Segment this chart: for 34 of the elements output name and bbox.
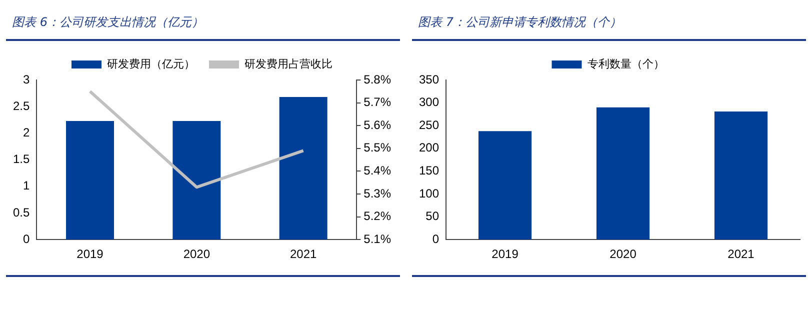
- y-tick-label: 350: [418, 72, 440, 86]
- chart-title: 图表 7：公司新申请专利数情况（个）: [412, 8, 806, 41]
- y-tick-label: 200: [418, 140, 440, 155]
- y-tick-label: 150: [418, 164, 440, 178]
- y-tick-label: 1.5: [12, 152, 30, 166]
- y2-tick-label: 5.6%: [364, 118, 392, 132]
- legend-label: 专利数量（个）: [587, 58, 664, 71]
- y2-tick-label: 5.5%: [364, 140, 392, 155]
- y2-tick-label: 5.8%: [364, 72, 392, 86]
- y-tick-label: 0: [22, 232, 30, 246]
- y2-tick-label: 5.2%: [364, 209, 392, 224]
- y-tick-label: 1: [22, 178, 30, 193]
- x-tick-label: 2020: [610, 247, 637, 262]
- legend-label: 研发费用（亿元）: [107, 58, 195, 71]
- legend-label: 研发费用占营收比: [244, 58, 332, 71]
- x-tick-label: 2019: [492, 247, 519, 262]
- chart-title: 图表 6：公司研发支出情况（亿元）: [6, 8, 400, 41]
- y-tick-label: 50: [426, 209, 440, 224]
- y-tick-label: 0.5: [12, 205, 30, 220]
- x-tick-label: 2021: [728, 247, 755, 262]
- x-tick-label: 2020: [183, 247, 210, 262]
- y-tick-label: 0: [432, 232, 440, 246]
- y2-tick-label: 5.7%: [364, 95, 392, 110]
- y-tick-label: 3: [22, 72, 30, 86]
- y2-tick-label: 5.3%: [364, 186, 392, 200]
- y-tick-label: 100: [418, 186, 440, 200]
- x-tick-label: 2019: [76, 247, 104, 262]
- y-tick-label: 250: [418, 118, 440, 132]
- y2-tick-label: 5.4%: [364, 164, 392, 178]
- y2-tick-label: 5.1%: [364, 232, 392, 246]
- y-tick-label: 2.5: [12, 98, 30, 113]
- y-tick-label: 2: [22, 126, 30, 140]
- y-tick-label: 300: [418, 95, 440, 110]
- x-tick-label: 2021: [290, 247, 317, 262]
